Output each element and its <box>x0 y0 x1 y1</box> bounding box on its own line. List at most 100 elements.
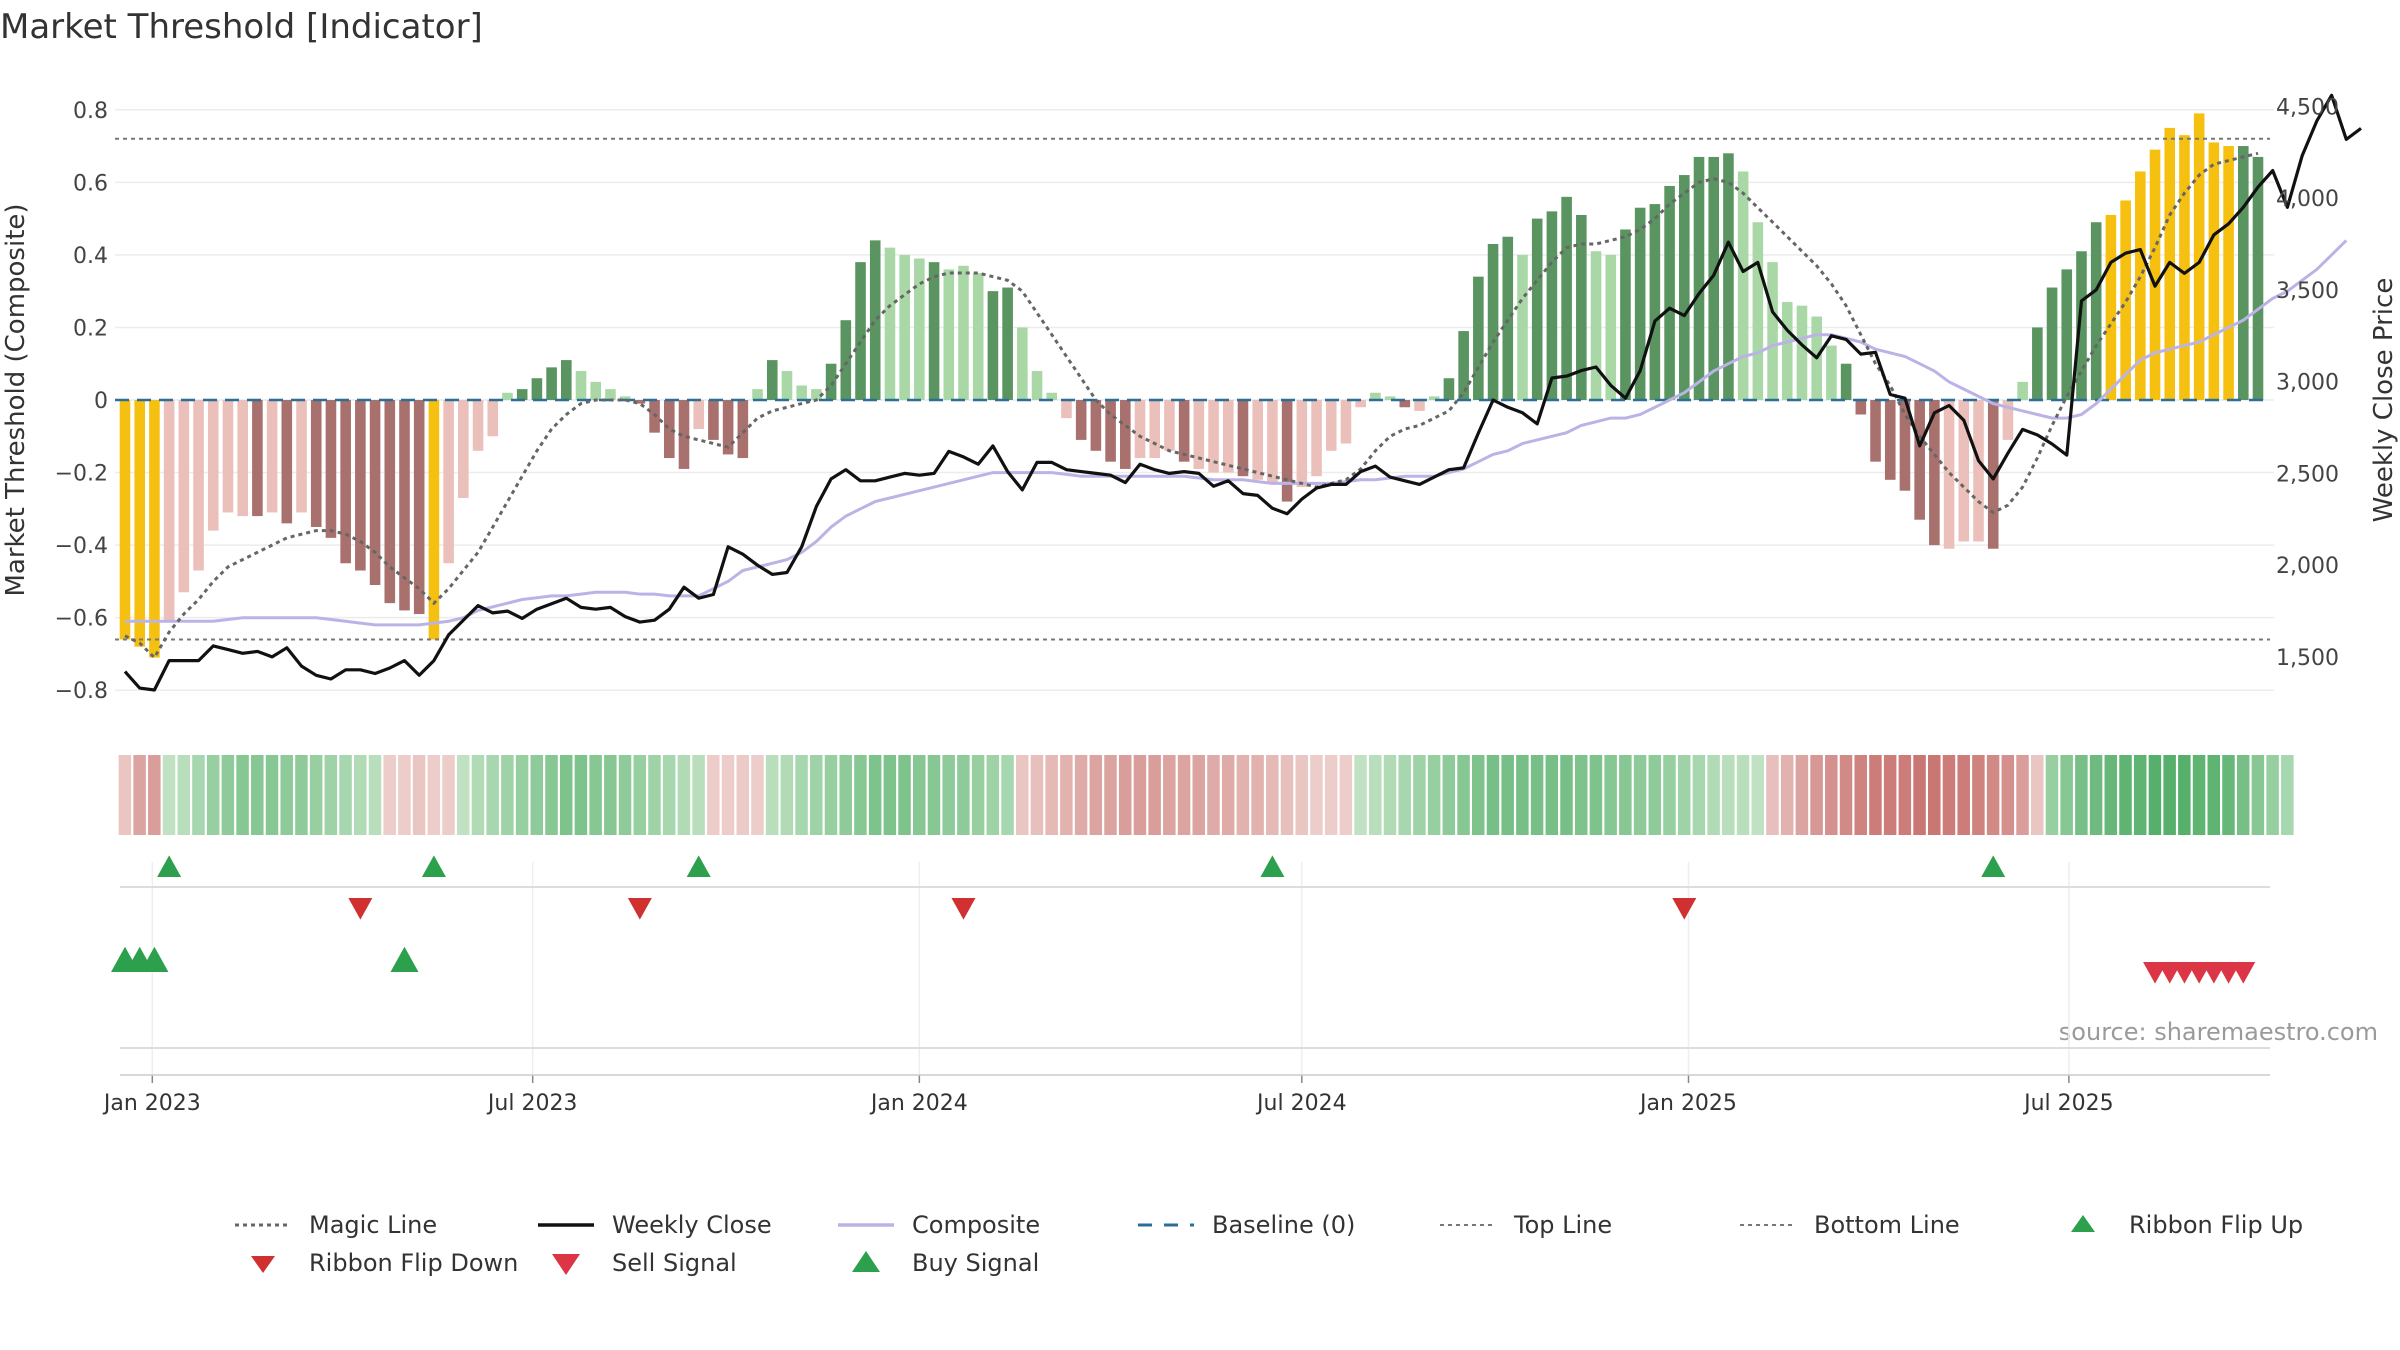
ribbon-segment <box>765 755 779 835</box>
ribbon-layer <box>118 755 2294 835</box>
ribbon-segment <box>1530 755 1544 835</box>
composite-bar <box>1134 400 1146 459</box>
composite-bar <box>2076 251 2087 400</box>
composite-bar <box>1914 400 1925 520</box>
y-tick-label: −0.6 <box>55 607 108 632</box>
composite-bar <box>590 381 602 400</box>
ribbon-segment <box>1471 755 1485 835</box>
legend-item: Buy Signal <box>852 1249 1039 1277</box>
ribbon-segment <box>1692 755 1706 835</box>
ribbon-segment <box>1604 755 1617 835</box>
legend-label: Ribbon Flip Up <box>2129 1211 2303 1239</box>
ribbon-segment <box>1427 755 1441 835</box>
composite-bar <box>1737 171 1749 400</box>
composite-bar <box>722 400 734 455</box>
composite-bar <box>502 392 513 400</box>
composite-bar <box>2135 171 2146 400</box>
ribbon-segment <box>1089 755 1103 835</box>
composite-bar <box>1987 400 1999 549</box>
ribbon-segment <box>986 755 1000 835</box>
ribbon-segment <box>1045 755 1058 835</box>
legend-label: Sell Signal <box>612 1249 737 1277</box>
ribbon-segment <box>501 755 514 835</box>
lines-layer <box>115 93 2362 692</box>
legend-item: Sell Signal <box>552 1249 737 1277</box>
y2-tick-label: 2,500 <box>2276 462 2339 487</box>
composite-bar <box>281 400 293 524</box>
composite-bar <box>884 247 896 400</box>
ribbon-segment <box>1839 755 1853 835</box>
y-tick-label: −0.8 <box>55 679 108 704</box>
composite-bar <box>2237 146 2249 400</box>
composite-bar <box>605 389 616 400</box>
ribbon-segment <box>1928 755 1941 835</box>
composite-bar <box>1693 156 1705 400</box>
ribbon-segment <box>148 755 161 835</box>
ribbon-segment <box>1986 755 2000 835</box>
composite-bar <box>149 400 160 658</box>
x-tick-label: Jan 2023 <box>102 1091 201 1116</box>
composite-bar <box>1605 254 1617 400</box>
composite-bar <box>840 320 852 400</box>
ribbon-flip-up-marker <box>686 855 711 877</box>
ribbon-segment <box>2104 755 2118 835</box>
ribbon-segment <box>295 755 308 835</box>
composite-bar <box>1090 400 1102 451</box>
composite-bar <box>1355 400 1366 408</box>
ribbon-segment <box>162 755 176 835</box>
ribbon-segment <box>1339 755 1353 835</box>
ribbon-segment <box>1854 755 1867 835</box>
composite-bar <box>796 385 807 400</box>
ribbon-segment <box>1280 755 1294 835</box>
ribbon-segment <box>1825 755 1838 835</box>
composite-bar <box>134 400 146 647</box>
ribbon-segment <box>427 755 441 835</box>
axes-layer: 0.8 0.6 0.4 0.2 0 −0.2 −0.4 −0.6 −0.8 4,500 4,000 3… <box>1 95 2399 1116</box>
ribbon-segment <box>354 755 367 835</box>
ribbon-segment <box>957 755 970 835</box>
composite-bar <box>237 400 248 517</box>
composite-bar <box>1870 400 1881 462</box>
composite-bar <box>222 400 234 513</box>
composite-bar <box>2002 400 2014 440</box>
y2-tick-label: 4,000 <box>2276 187 2339 212</box>
bars-layer <box>119 113 2264 658</box>
composite-bar <box>2208 142 2220 400</box>
ribbon-segment <box>1736 755 1750 835</box>
composite-bar <box>752 389 763 400</box>
composite-bar <box>546 367 557 400</box>
y2-tick-label: 3,000 <box>2276 371 2339 396</box>
composite-bar <box>1399 400 1411 408</box>
ribbon-segment <box>1398 755 1411 835</box>
legend-label: Baseline (0) <box>1212 1211 1355 1239</box>
composite-bar <box>443 400 454 564</box>
legend-label: Ribbon Flip Down <box>309 1249 518 1277</box>
composite-bar <box>1973 400 1984 542</box>
composite-bar <box>1105 400 1116 462</box>
ribbon-segment <box>1883 755 1897 835</box>
composite-bar <box>1193 400 1205 469</box>
composite-bar <box>619 396 631 400</box>
ribbon-segment <box>442 755 455 835</box>
composite-bar <box>487 400 499 437</box>
ribbon-segment <box>280 755 293 835</box>
ribbon-segment <box>1060 755 1073 835</box>
ribbon-segment <box>913 755 926 835</box>
ribbon-segment <box>883 755 897 835</box>
composite-line <box>125 239 2348 627</box>
ribbon-segment <box>515 755 529 835</box>
ribbon-segment <box>206 755 220 835</box>
ribbon-segment <box>1780 755 1794 835</box>
ribbon-segment <box>486 755 499 835</box>
ribbon-segment <box>898 755 911 835</box>
composite-bar <box>1840 363 1852 400</box>
composite-bar <box>1428 396 1440 400</box>
composite-bar <box>1781 302 1793 400</box>
composite-bar <box>1546 211 1558 400</box>
ribbon-segment <box>545 755 558 835</box>
composite-bar <box>2149 149 2161 400</box>
legend-swatch <box>552 1254 580 1275</box>
composite-bar <box>737 400 749 459</box>
composite-bar <box>2046 287 2058 400</box>
composite-bar <box>1517 254 1528 400</box>
